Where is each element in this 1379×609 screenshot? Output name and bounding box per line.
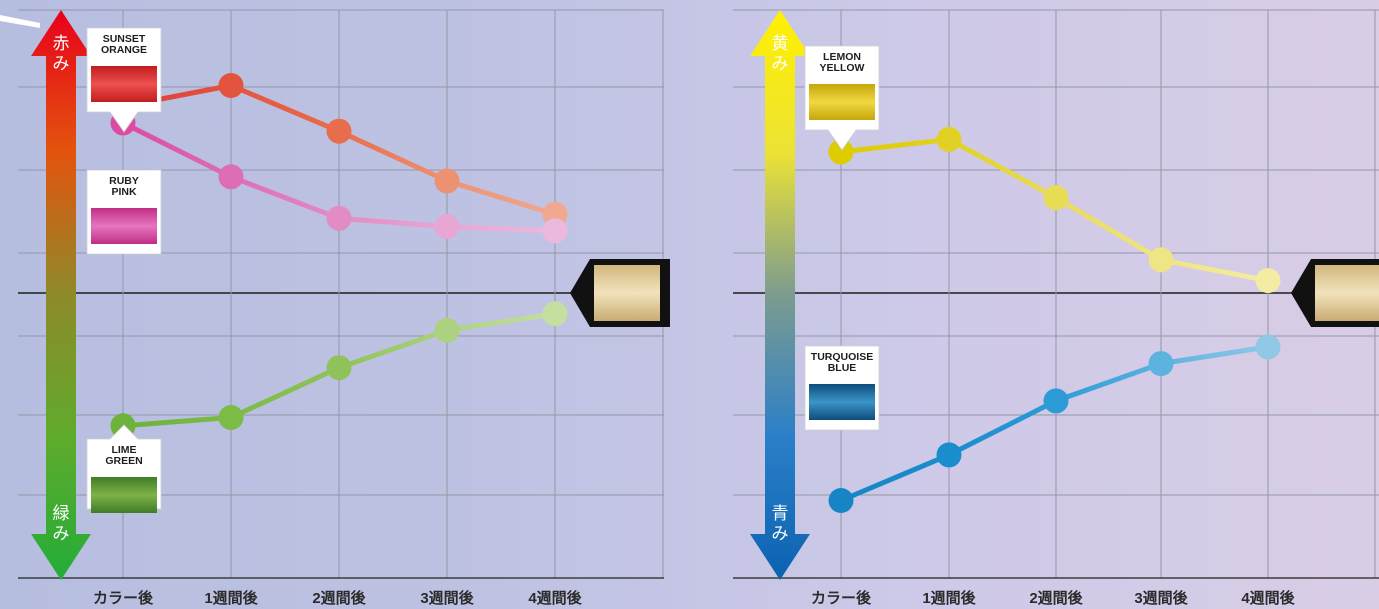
data-point bbox=[218, 164, 244, 190]
color-axis-arrow bbox=[31, 10, 91, 580]
data-point bbox=[326, 118, 352, 144]
legend-tag-title: PINK bbox=[111, 186, 137, 198]
data-point bbox=[1043, 388, 1069, 414]
x-tick-label: 2週間後 bbox=[1029, 589, 1083, 607]
data-point bbox=[542, 301, 568, 327]
axis-bottom-label-char: 緑 bbox=[53, 504, 70, 524]
data-point bbox=[326, 205, 352, 231]
data-point bbox=[434, 317, 460, 343]
hair-swatch bbox=[91, 66, 157, 102]
hair-swatch bbox=[91, 477, 157, 513]
data-point bbox=[326, 355, 352, 381]
hair-swatch bbox=[809, 84, 875, 120]
data-point bbox=[542, 218, 568, 244]
axis-top-label-char: 赤 bbox=[53, 34, 70, 54]
color-axis-arrow bbox=[750, 10, 810, 580]
baseline-swatch-hair bbox=[1315, 265, 1379, 321]
data-point bbox=[1255, 334, 1281, 360]
data-point bbox=[936, 442, 962, 468]
x-tick-label: 1週間後 bbox=[204, 589, 258, 607]
axis-top-label-char: み bbox=[53, 54, 70, 74]
legend-tag-title: SUNSET bbox=[103, 33, 146, 45]
x-tick-label: 3週間後 bbox=[420, 589, 474, 607]
hair-swatch bbox=[91, 208, 157, 244]
x-tick-label: 1週間後 bbox=[922, 589, 976, 607]
x-tick-label: カラー後 bbox=[93, 589, 154, 607]
data-point bbox=[1255, 268, 1281, 294]
data-point bbox=[936, 126, 962, 152]
data-point bbox=[218, 405, 244, 430]
legend-tag-title: RUBY bbox=[109, 175, 139, 187]
data-point bbox=[434, 214, 460, 240]
x-tick-label: 4週間後 bbox=[528, 589, 582, 607]
legend-tag-title: BLUE bbox=[828, 362, 857, 374]
data-point bbox=[828, 488, 854, 513]
axis-top-label-char: 黄 bbox=[772, 34, 789, 54]
x-tick-label: 2週間後 bbox=[312, 589, 366, 607]
legend-tag-title: TURQUOISE bbox=[811, 351, 873, 363]
series-turquoise-blue bbox=[828, 334, 1281, 513]
x-tick-label: 3週間後 bbox=[1134, 589, 1188, 607]
legend-tag-title: ORANGE bbox=[101, 44, 147, 56]
axis-bottom-label-char: 青 bbox=[772, 504, 789, 524]
baseline-swatch-hair bbox=[594, 265, 660, 321]
legend-tag-title: GREEN bbox=[105, 455, 142, 467]
data-point bbox=[1148, 247, 1174, 273]
data-point bbox=[1043, 185, 1069, 211]
data-point bbox=[828, 139, 854, 165]
x-tick-label: カラー後 bbox=[811, 589, 872, 607]
data-point bbox=[218, 73, 244, 98]
legend-tag-title: YELLOW bbox=[820, 62, 865, 74]
baseline-swatch bbox=[1291, 259, 1379, 327]
axis-bottom-label-char: み bbox=[53, 524, 70, 544]
hair-swatch bbox=[809, 384, 875, 420]
data-point bbox=[1148, 351, 1174, 377]
baseline-swatch bbox=[570, 259, 670, 327]
series-line bbox=[838, 344, 1271, 503]
axis-top-label-char: み bbox=[772, 54, 789, 74]
series-lemon-yellow bbox=[828, 126, 1281, 294]
legend-tag-title: LEMON bbox=[823, 51, 861, 63]
axis-bottom-label-char: み bbox=[772, 524, 789, 544]
data-point bbox=[434, 168, 460, 194]
legend-tag-title: LIME bbox=[111, 444, 136, 456]
corner-accent-stroke bbox=[0, 15, 40, 28]
x-tick-label: 4週間後 bbox=[1241, 589, 1295, 607]
